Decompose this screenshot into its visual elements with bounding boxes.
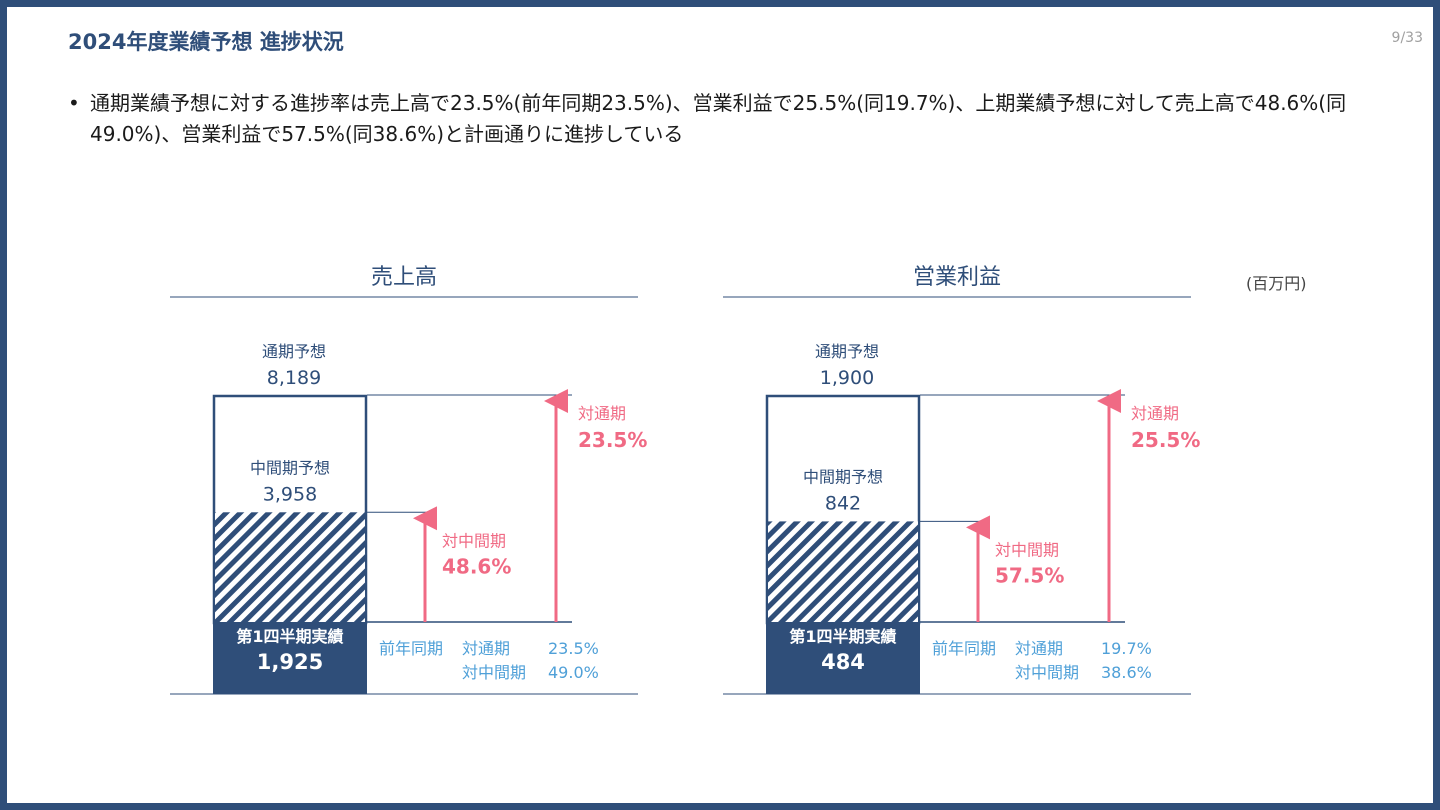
prior-half-year-label: 対中間期 (1015, 663, 1079, 682)
half-year-progress-label: 対中間期 (442, 531, 506, 550)
full-year-value: 8,189 (267, 367, 321, 389)
prior-full-year-label: 対通期 (1015, 639, 1063, 658)
q1-actual-bar (213, 622, 367, 694)
prior-half-year-label: 対中間期 (462, 663, 526, 682)
prior-half-year-value: 49.0% (548, 663, 599, 682)
prior-full-year-value: 23.5% (548, 639, 599, 658)
half-year-progress-label: 対中間期 (995, 540, 1059, 559)
half-year-value: 842 (825, 492, 861, 514)
full-year-label: 通期予想 (262, 342, 326, 361)
unit-label: (百万円) (1246, 274, 1307, 293)
summary-text: 通期業績予想に対する進捗率は売上高で23.5%(前年同期23.5%)、営業利益で… (90, 91, 1347, 146)
half-year-forecast-bar (215, 512, 365, 622)
bullet-marker: • (68, 91, 80, 115)
full-year-label: 通期予想 (815, 342, 879, 361)
chart-title: 営業利益 (913, 265, 1001, 290)
q1-actual-label: 第1四半期実績 (789, 627, 896, 646)
prior-year-label: 前年同期 (379, 639, 443, 658)
half-year-progress-value: 48.6% (442, 554, 511, 578)
half-year-progress-value: 57.5% (995, 563, 1064, 587)
full-year-progress-value: 25.5% (1131, 428, 1200, 452)
half-year-forecast-bar (768, 521, 918, 622)
half-year-label: 中間期予想 (250, 458, 330, 477)
page-number: 9/33 (1391, 30, 1423, 46)
q1-actual-value: 1,925 (257, 650, 323, 674)
half-year-value: 3,958 (263, 483, 317, 505)
full-year-progress-value: 23.5% (578, 428, 647, 452)
prior-full-year-label: 対通期 (462, 639, 510, 658)
page-title: 2024年度業績予想 進捗状況 (68, 30, 344, 54)
full-year-progress-label: 対通期 (578, 404, 626, 423)
full-year-progress-label: 対通期 (1131, 404, 1179, 423)
q1-actual-value: 484 (821, 650, 865, 674)
prior-year-label: 前年同期 (932, 639, 996, 658)
summary-bullet: • 通期業績予想に対する進捗率は売上高で23.5%(前年同期23.5%)、営業利… (68, 88, 1358, 150)
prior-full-year-value: 19.7% (1101, 639, 1152, 658)
q1-actual-label: 第1四半期実績 (236, 627, 343, 646)
q1-actual-bar (766, 622, 920, 694)
full-year-value: 1,900 (820, 367, 874, 389)
chart-title: 売上高 (371, 265, 437, 290)
prior-half-year-value: 38.6% (1101, 663, 1152, 682)
half-year-label: 中間期予想 (803, 467, 883, 486)
